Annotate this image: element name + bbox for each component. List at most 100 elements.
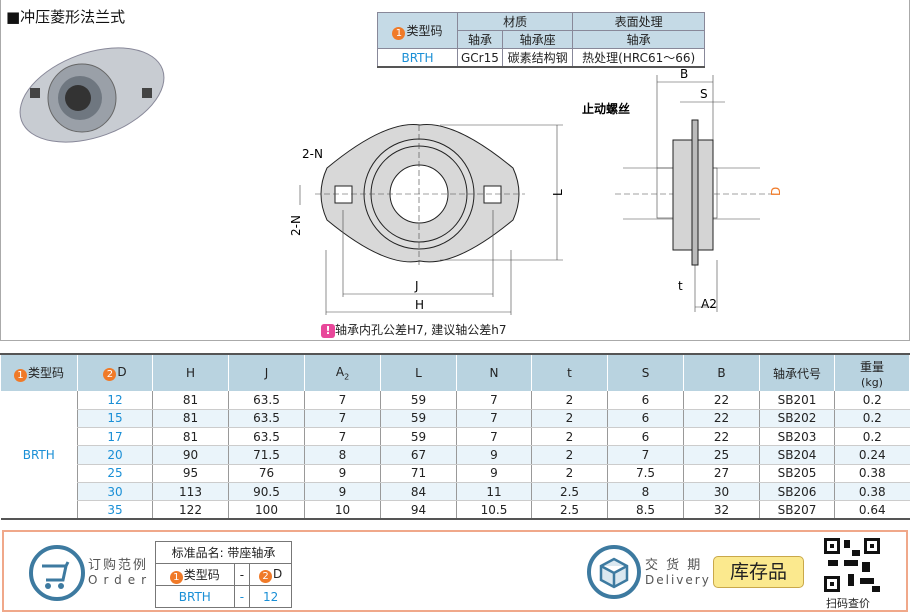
b-label: B xyxy=(680,67,688,81)
tolerance-note: ! 轴承内孔公差H7, 建议轴公差h7 xyxy=(321,321,507,338)
table-cell: 0.2 xyxy=(834,427,910,447)
table-cell: 71 xyxy=(380,464,457,483)
table-cell: 90 xyxy=(152,445,229,465)
table-cell: 76 xyxy=(228,464,305,483)
bearing-material: GCr15 xyxy=(457,48,503,68)
set-screw-label: 止动螺丝 xyxy=(582,101,630,116)
table-cell: 7 xyxy=(304,391,381,410)
table-cell: 6 xyxy=(607,427,684,447)
table-cell: 2 xyxy=(531,464,608,483)
table-cell: SB206 xyxy=(759,482,835,502)
table-cell: 9 xyxy=(456,445,532,465)
table-row: 35 122 100 10 94 10.5 2.5 8.5 32 SB207 0.64 xyxy=(1,500,910,520)
table-cell: 95 xyxy=(152,464,229,483)
col-a2: A2 xyxy=(304,354,381,391)
order-title: 订购范例 xyxy=(88,558,149,573)
table-cell: SB207 xyxy=(759,500,835,520)
material-table: 1 类型码 材质 表面处理 轴承 轴承座 轴承 BRTH GCr15 碳素结构钢 热处理(HRC… xyxy=(377,12,705,68)
col-h: H xyxy=(152,354,229,391)
h-label: H xyxy=(415,298,424,312)
table-cell: SB203 xyxy=(759,427,835,447)
j-label: J xyxy=(414,279,419,293)
table-cell: 94 xyxy=(380,500,457,520)
cart-icon xyxy=(29,545,85,601)
table-cell: 17 xyxy=(77,427,153,447)
col-weight: 重量 (kg) xyxy=(834,354,910,391)
table-cell: 22 xyxy=(683,427,760,447)
table-cell: 7 xyxy=(304,409,381,429)
d-label: D xyxy=(769,187,780,196)
table-cell: 7 xyxy=(607,445,684,465)
treatment: 热处理(HRC61～66) xyxy=(572,48,705,68)
qr-code[interactable] xyxy=(822,536,882,594)
order-d: 12 xyxy=(249,585,292,608)
table-cell: 32 xyxy=(683,500,760,520)
delivery-box-icon xyxy=(587,545,641,599)
table-cell: 100 xyxy=(228,500,305,520)
table-cell: 113 xyxy=(152,482,229,502)
table-cell: SB202 xyxy=(759,409,835,429)
table-cell: 81 xyxy=(152,391,229,410)
col-s: S xyxy=(607,354,684,391)
table-cell: 0.38 xyxy=(834,464,910,483)
table-cell: 63.5 xyxy=(228,409,305,429)
col-j: J xyxy=(228,354,305,391)
table-cell: 6 xyxy=(607,391,684,410)
table-cell: 63.5 xyxy=(228,391,305,410)
table-cell: 12 xyxy=(77,391,153,410)
table-cell: 9 xyxy=(456,464,532,483)
table-cell: 2 xyxy=(531,427,608,447)
table-row: 20 90 71.5 8 67 9 2 7 25 SB204 0.24 xyxy=(1,445,910,465)
table-cell: 10 xyxy=(304,500,381,520)
table-row: 30 113 90.5 9 84 11 2.5 8 30 SB206 0.38 xyxy=(1,482,910,502)
table-cell: 2.5 xyxy=(531,500,608,520)
table-cell: 25 xyxy=(77,464,153,483)
t-label: t xyxy=(678,279,683,293)
table-cell: SB204 xyxy=(759,445,835,465)
table-cell: 2.5 xyxy=(531,482,608,502)
table-cell: 2 xyxy=(531,409,608,429)
table-cell: 27 xyxy=(683,464,760,483)
stock-badge: 库存品 xyxy=(713,556,804,588)
table-row: 15 81 63.5 7 59 7 2 6 22 SB202 0.2 xyxy=(1,409,910,429)
table-cell: 8 xyxy=(304,445,381,465)
table-cell: 6 xyxy=(607,409,684,429)
table-cell: 30 xyxy=(683,482,760,502)
table-cell: 7.5 xyxy=(607,464,684,483)
warning-icon: ! xyxy=(321,324,335,338)
table-cell: 71.5 xyxy=(228,445,305,465)
table-cell: 7 xyxy=(304,427,381,447)
surface-header: 表面处理 xyxy=(572,12,705,31)
order-panel: 订购范例 Order 标准品名: 带座轴承 1 类型码 -2 D BRTH -12 交 … xyxy=(2,530,908,612)
note-text: 轴承内孔公差H7, 建议轴公差h7 xyxy=(335,323,507,337)
l-label: L xyxy=(551,189,565,196)
table-cell: 2 xyxy=(531,445,608,465)
qr-label: 扫码查价 xyxy=(826,597,870,610)
table-cell: 7 xyxy=(456,409,532,429)
table-cell: 11 xyxy=(456,482,532,502)
table-cell: 2 xyxy=(531,391,608,410)
table-cell: 22 xyxy=(683,409,760,429)
table-cell: 90.5 xyxy=(228,482,305,502)
col-b: B xyxy=(683,354,760,391)
s-label: S xyxy=(700,87,708,101)
type-label: 类型码 xyxy=(406,23,443,38)
table-cell: 81 xyxy=(152,409,229,429)
table-cell: 30 xyxy=(77,482,153,502)
col-l: L xyxy=(380,354,457,391)
table-cell: 59 xyxy=(380,427,457,447)
2n-vertical-label: 2-N xyxy=(289,215,303,236)
2n-label: 2-N xyxy=(302,147,323,161)
order-subtitle: Order xyxy=(88,573,153,587)
page-title: ■冲压菱形法兰式 xyxy=(6,8,126,26)
col-type: 1 类型码 xyxy=(0,354,78,391)
table-cell: 9 xyxy=(304,482,381,502)
surface-bearing-header: 轴承 xyxy=(572,30,705,49)
type-cell: BRTH xyxy=(0,391,78,520)
product-photo xyxy=(19,47,165,143)
table-cell: 0.2 xyxy=(834,391,910,410)
table-cell: 67 xyxy=(380,445,457,465)
table-cell: 84 xyxy=(380,482,457,502)
table-row: BRTH 12 81 63.5 7 59 7 2 6 22 SB201 0.2 xyxy=(0,391,910,520)
